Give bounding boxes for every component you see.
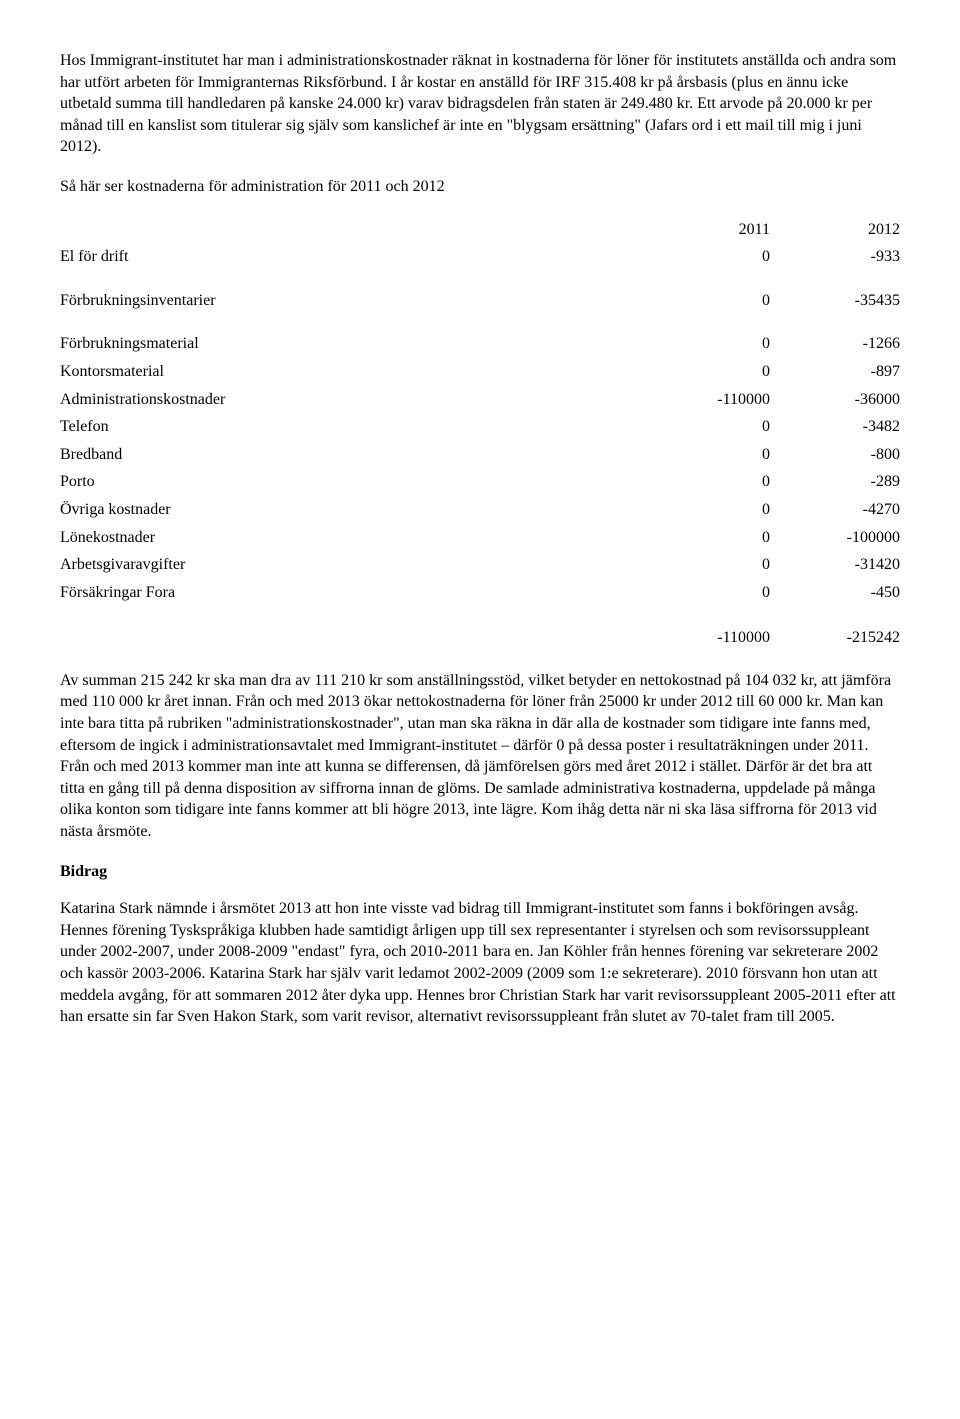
row-2012: -933 xyxy=(770,243,900,271)
table-row: Arbetsgivaravgifter0-31420 xyxy=(60,551,900,579)
table-header-2012: 2012 xyxy=(770,216,900,244)
row-label: Lönekostnader xyxy=(60,524,640,552)
cost-table-body: 2011 2012 El för drift0-933Förbrukningsi… xyxy=(60,216,900,607)
table-row: Förbrukningsinventarier0-35435 xyxy=(60,287,900,315)
table-header-empty xyxy=(60,216,640,244)
row-label: Övriga kostnader xyxy=(60,496,640,524)
row-2012: -1266 xyxy=(770,330,900,358)
row-2012: -36000 xyxy=(770,386,900,414)
paragraph-intro: Hos Immigrant-institutet har man i admin… xyxy=(60,50,900,158)
paragraph-analysis: Av summan 215 242 kr ska man dra av 111 … xyxy=(60,670,900,843)
totals-table: -110000 -215242 xyxy=(60,624,900,652)
table-row: Telefon0-3482 xyxy=(60,413,900,441)
row-2012: -289 xyxy=(770,468,900,496)
table-row: Lönekostnader0-100000 xyxy=(60,524,900,552)
row-2011: 0 xyxy=(640,441,770,469)
row-2011: 0 xyxy=(640,524,770,552)
row-label: Förbrukningsmaterial xyxy=(60,330,640,358)
row-2012: -800 xyxy=(770,441,900,469)
row-label: Telefon xyxy=(60,413,640,441)
row-2012: -31420 xyxy=(770,551,900,579)
row-2012: -3482 xyxy=(770,413,900,441)
row-2011: 0 xyxy=(640,496,770,524)
table-row: Förbrukningsmaterial0-1266 xyxy=(60,330,900,358)
row-label: Arbetsgivaravgifter xyxy=(60,551,640,579)
row-2012: -35435 xyxy=(770,287,900,315)
totals-2011: -110000 xyxy=(640,624,770,652)
row-2012: -897 xyxy=(770,358,900,386)
heading-bidrag: Bidrag xyxy=(60,861,900,883)
totals-row: -110000 -215242 xyxy=(60,624,900,652)
row-label: Försäkringar Fora xyxy=(60,579,640,607)
cost-table: 2011 2012 El för drift0-933Förbrukningsi… xyxy=(60,216,900,607)
spacer-row xyxy=(60,271,900,287)
totals-label xyxy=(60,624,640,652)
spacer-row xyxy=(60,314,900,330)
paragraph-bidrag: Katarina Stark nämnde i årsmötet 2013 at… xyxy=(60,898,900,1028)
table-header-2011: 2011 xyxy=(640,216,770,244)
row-2012: -4270 xyxy=(770,496,900,524)
table-row: Porto0-289 xyxy=(60,468,900,496)
row-2011: 0 xyxy=(640,287,770,315)
row-2011: 0 xyxy=(640,551,770,579)
row-label: Bredband xyxy=(60,441,640,469)
table-row: Försäkringar Fora0-450 xyxy=(60,579,900,607)
row-2011: 0 xyxy=(640,243,770,271)
row-2012: -450 xyxy=(770,579,900,607)
row-2011: 0 xyxy=(640,579,770,607)
row-2011: 0 xyxy=(640,468,770,496)
row-2011: 0 xyxy=(640,330,770,358)
totals-2012: -215242 xyxy=(770,624,900,652)
row-2011: 0 xyxy=(640,413,770,441)
table-row: Kontorsmaterial0-897 xyxy=(60,358,900,386)
table-row: Bredband0-800 xyxy=(60,441,900,469)
table-row: Administrationskostnader-110000-36000 xyxy=(60,386,900,414)
row-2011: 0 xyxy=(640,358,770,386)
table-header-row: 2011 2012 xyxy=(60,216,900,244)
paragraph-table-intro: Så här ser kostnaderna för administratio… xyxy=(60,176,900,198)
row-label: El för drift xyxy=(60,243,640,271)
table-row: Övriga kostnader0-4270 xyxy=(60,496,900,524)
row-label: Porto xyxy=(60,468,640,496)
row-label: Kontorsmaterial xyxy=(60,358,640,386)
table-row: El för drift0-933 xyxy=(60,243,900,271)
row-label: Administrationskostnader xyxy=(60,386,640,414)
row-label: Förbrukningsinventarier xyxy=(60,287,640,315)
row-2012: -100000 xyxy=(770,524,900,552)
row-2011: -110000 xyxy=(640,386,770,414)
